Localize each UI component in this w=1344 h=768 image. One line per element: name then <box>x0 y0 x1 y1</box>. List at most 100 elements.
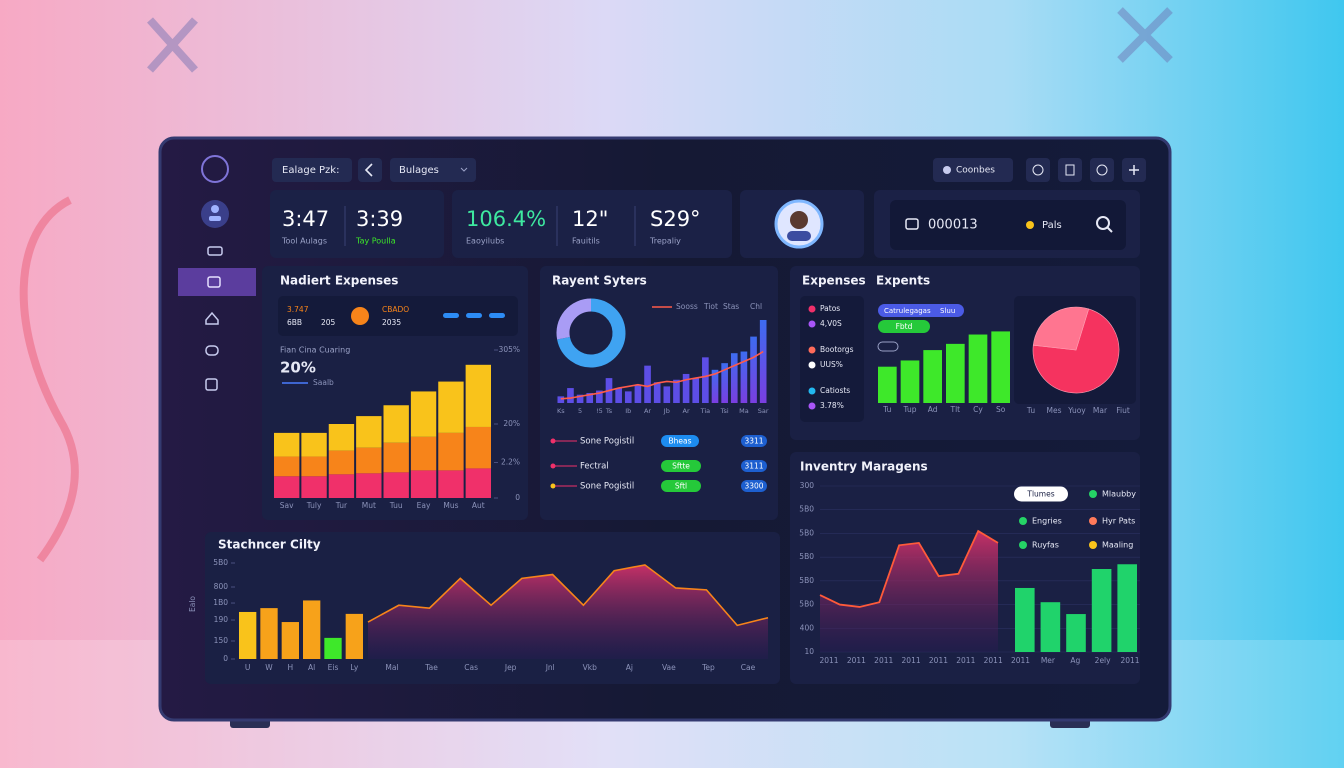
pill-outline[interactable] <box>877 341 899 352</box>
nav-active[interactable] <box>178 268 256 296</box>
toggle[interactable] <box>466 313 482 318</box>
breadcrumb-box[interactable] <box>272 158 352 182</box>
bar-segment <box>410 436 437 471</box>
pill-label: Bheas <box>668 437 691 446</box>
panel-title: Inventry Maragens <box>800 460 928 474</box>
bar <box>878 366 897 403</box>
x-tick-label: Mut <box>362 501 376 510</box>
pill[interactable] <box>661 480 701 492</box>
pill[interactable] <box>661 435 699 447</box>
bar <box>721 363 728 403</box>
pill-label: Sluu <box>940 307 955 315</box>
x-tick-label: Sav <box>280 501 294 510</box>
icon-button[interactable] <box>1090 158 1114 182</box>
icon-button[interactable] <box>1026 158 1050 182</box>
panel-title: Rayent Syters <box>552 274 647 288</box>
back-button[interactable] <box>358 158 382 182</box>
x-tick-label: 2011 <box>1120 656 1139 665</box>
nav-home[interactable] <box>205 311 219 325</box>
summary-value: CBADO <box>382 305 409 314</box>
x-tick-label: 2011 <box>984 656 1003 665</box>
nav-icon[interactable] <box>207 276 221 288</box>
y-tick-label: 1B0 <box>213 598 228 607</box>
bar <box>1066 614 1086 652</box>
pill[interactable] <box>661 460 701 472</box>
x-tick-label: Ag <box>1070 656 1080 665</box>
legend-label: Engries <box>1032 517 1062 526</box>
pill[interactable] <box>1014 486 1068 502</box>
list-dot <box>808 361 816 369</box>
panel-title: Nadiert Expenses <box>280 274 398 288</box>
x-tick-label: Mer <box>1041 656 1056 665</box>
toggle[interactable] <box>489 313 505 318</box>
bar-segment <box>465 364 491 427</box>
bar <box>692 378 700 403</box>
legend-dot <box>1019 517 1027 525</box>
search-icon <box>1106 226 1113 233</box>
y-tick-label: 5B0 <box>799 600 814 609</box>
toggle[interactable] <box>443 313 459 318</box>
bar <box>711 369 719 403</box>
x-tick-label: U <box>245 663 251 672</box>
pill[interactable] <box>741 435 767 447</box>
x-tick-label: Tsi <box>720 407 729 415</box>
pie-slice <box>1032 306 1090 351</box>
bar <box>673 379 680 403</box>
bar <box>740 351 748 403</box>
account-button[interactable] <box>933 158 1013 182</box>
bar-segment <box>328 450 355 475</box>
kpi-value: 106.4% <box>466 207 546 231</box>
bar-segment <box>410 391 437 437</box>
row-label: Sone Pogistil <box>580 437 634 447</box>
list-box <box>800 296 864 422</box>
x-tick-label: Tuly <box>306 501 322 510</box>
list-name: Bootorgs <box>820 345 854 354</box>
bar <box>968 334 988 403</box>
x-tick-label: Ly <box>350 663 358 672</box>
bar <box>1091 569 1112 652</box>
y-tick-label: 305% <box>499 345 520 354</box>
pill-label: Fbtd <box>896 322 913 331</box>
bar <box>682 373 690 403</box>
summary-value: 2035 <box>382 318 401 327</box>
decor-stethoscope <box>19 196 79 563</box>
x-tick-label: 5 <box>578 407 582 415</box>
kpi-label: Tay Poulla <box>355 237 396 246</box>
pill[interactable] <box>741 460 767 472</box>
bar-segment <box>274 456 300 477</box>
bar-segment <box>438 381 464 433</box>
x-tick-label: Ad <box>928 405 938 414</box>
x-tick-label: Cae <box>741 663 756 672</box>
pill[interactable] <box>741 480 767 492</box>
search-icon[interactable] <box>1096 216 1110 230</box>
line <box>560 350 764 400</box>
x-tick-label: Al <box>308 663 315 672</box>
nav-icon[interactable] <box>205 345 219 356</box>
kpi-card <box>452 190 732 258</box>
bar <box>324 637 342 659</box>
pill[interactable] <box>878 304 964 317</box>
search-box[interactable] <box>890 200 1126 250</box>
icon-button[interactable] <box>1058 158 1082 182</box>
y-tick-label: 5B0 <box>799 528 814 537</box>
y-tick-label: 0 <box>515 493 520 502</box>
dropdown[interactable] <box>390 158 476 182</box>
legend-label: Mlaubby <box>1102 490 1136 499</box>
search-code: 000013 <box>928 218 978 233</box>
donut-segment <box>556 298 592 340</box>
nav-icon[interactable] <box>207 246 223 256</box>
bar-segment <box>383 442 409 473</box>
x-tick-label: Aj <box>626 663 633 672</box>
list-dot <box>808 402 816 410</box>
pill[interactable] <box>878 320 930 333</box>
bar-segment <box>301 432 327 457</box>
x-tick-label: Mus <box>443 501 458 510</box>
bar <box>653 382 661 403</box>
profile-shirt <box>787 231 811 241</box>
lock-icon <box>905 218 919 230</box>
y-tick-label: 20% <box>503 419 520 428</box>
x-tick-label: 2011 <box>929 656 948 665</box>
x-tick-label: 2ely <box>1095 656 1111 665</box>
list-dot <box>808 320 816 328</box>
nav-icon[interactable] <box>205 378 218 391</box>
